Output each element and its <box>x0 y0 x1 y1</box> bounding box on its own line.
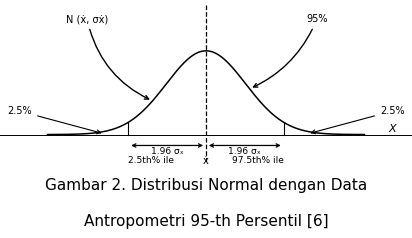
Text: 2.5th% ile: 2.5th% ile <box>129 156 174 164</box>
Text: 95%: 95% <box>253 14 328 87</box>
Text: Antropometri 95-th Persentil [6]: Antropometri 95-th Persentil [6] <box>84 214 328 229</box>
Text: 97.5th% ile: 97.5th% ile <box>232 156 283 164</box>
Text: N (ẋ, σẋ): N (ẋ, σẋ) <box>66 14 149 99</box>
Text: ẋ: ẋ <box>203 156 209 166</box>
Text: 2.5%: 2.5% <box>311 106 405 134</box>
Text: 1.96 σₓ: 1.96 σₓ <box>151 147 184 156</box>
Text: Gambar 2. Distribusi Normal dengan Data: Gambar 2. Distribusi Normal dengan Data <box>45 178 367 193</box>
Text: 1.96 σₓ: 1.96 σₓ <box>228 147 261 156</box>
Text: X: X <box>388 124 396 134</box>
Text: 2.5%: 2.5% <box>7 106 101 134</box>
